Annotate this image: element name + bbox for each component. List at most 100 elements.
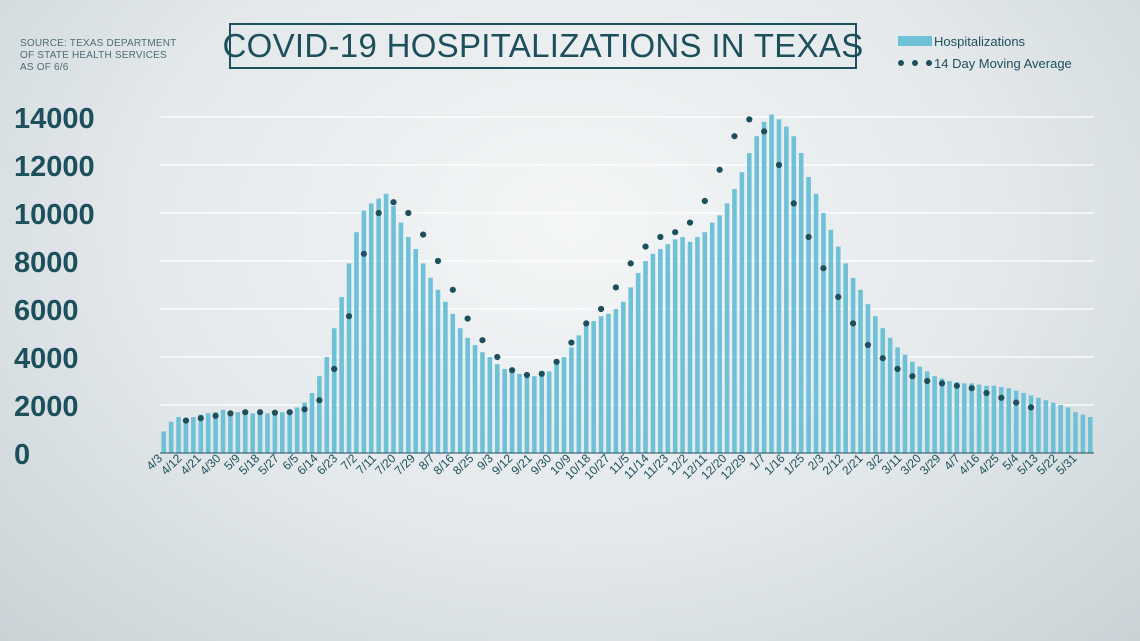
hospitalization-bar bbox=[346, 263, 352, 453]
hospitalization-bar bbox=[1087, 417, 1093, 453]
hospitalization-bar bbox=[257, 414, 263, 453]
hospitalization-bar bbox=[865, 304, 871, 453]
hospitalization-bar bbox=[1043, 400, 1049, 453]
hospitalization-bar bbox=[250, 413, 255, 453]
moving-average-point bbox=[716, 166, 723, 173]
hospitalization-bar bbox=[539, 375, 545, 453]
moving-average-point bbox=[1027, 404, 1035, 411]
moving-average-point bbox=[597, 305, 605, 313]
source-line: OF STATE HEALTH SERVICES bbox=[20, 50, 167, 61]
hospitalization-bar bbox=[902, 354, 908, 453]
y-tick-label: 0 bbox=[14, 439, 30, 471]
hospitalization-bar bbox=[368, 203, 374, 453]
hospitalization-bar bbox=[628, 287, 634, 453]
moving-average-point bbox=[494, 353, 501, 361]
hospitalization-bar bbox=[1058, 405, 1063, 453]
hospitalization-bar bbox=[280, 412, 285, 453]
hospitalization-bar bbox=[769, 114, 774, 453]
hospitalization-bar bbox=[620, 301, 626, 453]
x-tick-label: 4/30 bbox=[197, 451, 224, 478]
hospitalization-bar bbox=[235, 412, 241, 453]
moving-average-point bbox=[538, 370, 545, 377]
moving-average-point bbox=[805, 233, 812, 241]
hospitalization-bar bbox=[910, 361, 915, 453]
moving-average-line bbox=[182, 116, 1035, 424]
moving-average-point bbox=[583, 320, 590, 327]
hospitalization-bar bbox=[487, 357, 493, 453]
hospitalization-bar bbox=[961, 383, 967, 453]
x-tick-label: 4/25 bbox=[975, 451, 1002, 478]
hospitalization-bar bbox=[554, 364, 559, 453]
hospitalization-bar bbox=[695, 237, 700, 453]
hospitalization-bar bbox=[821, 213, 826, 453]
moving-average-point bbox=[998, 394, 1005, 401]
hospitalization-bar bbox=[472, 345, 478, 453]
hospitalization-bar bbox=[309, 393, 315, 453]
hospitalization-bar bbox=[546, 371, 552, 453]
hospitalization-bar bbox=[732, 189, 737, 453]
hospitalization-bar bbox=[524, 376, 530, 453]
hospitalization-bar bbox=[939, 378, 945, 453]
legend-item-moving-average: 14 Day Moving Average bbox=[898, 52, 1072, 74]
moving-average-point bbox=[375, 209, 382, 217]
hospitalization-bar bbox=[858, 289, 863, 453]
hospitalization-bar bbox=[205, 413, 211, 453]
source-line: AS OF 6/6 bbox=[20, 62, 69, 73]
hospitalization-bar bbox=[428, 277, 433, 453]
hospitalization-bar bbox=[398, 222, 404, 453]
moving-average-point bbox=[212, 412, 219, 419]
hospitalization-bar bbox=[183, 419, 189, 453]
moving-average-point bbox=[701, 197, 708, 205]
hospitalization-bar bbox=[272, 412, 278, 453]
moving-average-point bbox=[345, 313, 353, 320]
hospitalization-bar bbox=[569, 347, 574, 453]
gridlines bbox=[160, 116, 1094, 406]
hospitalization-bar bbox=[717, 215, 722, 453]
x-tick-label: 6/23 bbox=[314, 451, 341, 478]
hospitalization-bar bbox=[331, 328, 337, 453]
source-line: SOURCE: TEXAS DEPARTMENT bbox=[20, 38, 177, 49]
hospitalization-bar bbox=[917, 366, 923, 453]
moving-average-point bbox=[331, 365, 338, 373]
hospitalization-bar bbox=[969, 383, 974, 453]
hospitalization-bar bbox=[887, 337, 893, 453]
y-axis: 0 2000 4000 6000 8000 10000 12000 14000 bbox=[14, 103, 95, 471]
moving-average-point bbox=[405, 209, 412, 217]
hospitalization-bar bbox=[709, 222, 715, 453]
moving-average-point bbox=[849, 320, 857, 327]
moving-average-point bbox=[434, 257, 442, 265]
x-tick-label: 3/29 bbox=[917, 451, 944, 478]
y-tick-label: 8000 bbox=[14, 247, 79, 279]
moving-average-point bbox=[983, 389, 990, 397]
moving-average-point bbox=[953, 382, 960, 389]
hospitalization-bar bbox=[991, 385, 997, 453]
moving-average-point bbox=[894, 365, 901, 373]
hospitalization-bar bbox=[1065, 407, 1071, 453]
moving-average-point bbox=[642, 243, 649, 250]
hospitalization-bar bbox=[761, 121, 767, 454]
hospitalization-bar bbox=[376, 198, 381, 453]
moving-average-point bbox=[968, 385, 975, 392]
moving-average-point bbox=[864, 341, 872, 349]
hospitalization-bar bbox=[176, 417, 181, 453]
hospitalization-bar bbox=[302, 402, 307, 453]
moving-average-point bbox=[686, 219, 694, 226]
moving-average-point bbox=[924, 377, 931, 385]
hospitalization-bar bbox=[976, 384, 982, 453]
hospitalization-bar bbox=[324, 357, 330, 453]
moving-average-point bbox=[568, 339, 575, 346]
hospitalization-bar bbox=[287, 409, 293, 453]
moving-average-point bbox=[612, 284, 619, 291]
moving-average-point bbox=[746, 116, 753, 123]
y-tick-label: 10000 bbox=[14, 199, 95, 231]
hospitalization-bar bbox=[895, 347, 900, 453]
hospitalization-bar bbox=[680, 237, 685, 453]
hospitalization-bar bbox=[687, 241, 693, 453]
hospitalization-bar bbox=[480, 352, 485, 453]
moving-average-point bbox=[242, 409, 249, 416]
legend-label: Hospitalizations bbox=[934, 33, 1026, 49]
moving-average-point bbox=[835, 293, 842, 301]
hospitalization-bar bbox=[420, 263, 426, 453]
y-tick-label: 2000 bbox=[14, 391, 79, 423]
